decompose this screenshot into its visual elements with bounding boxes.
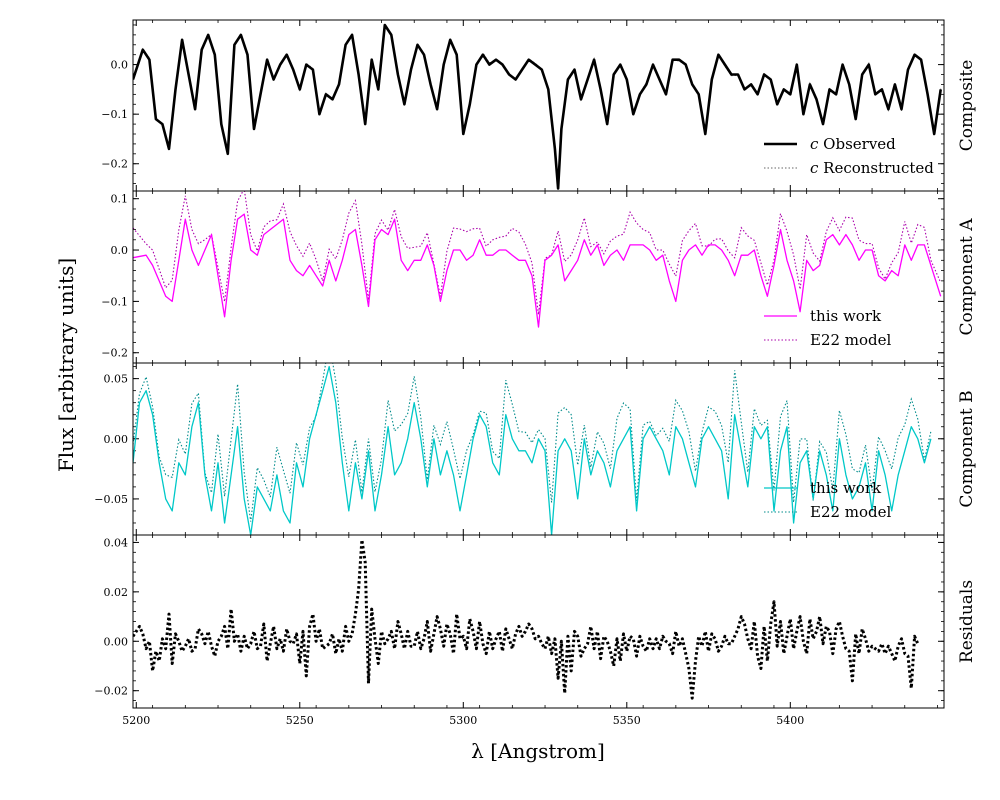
legend-component-b: this work E22 model: [764, 479, 892, 521]
x-tick-label: 5250: [286, 714, 314, 727]
panel-label-component-b: Component B: [957, 390, 977, 507]
y-tick-label: 0.1: [111, 193, 129, 206]
legend-text: Observed: [823, 135, 896, 153]
panel-component-b: 0.05 0.00 −0.05 this work E22 model Component…: [94, 362, 977, 536]
legend-label-e22-model: E22 model: [810, 331, 892, 349]
y-tick-label: 0.04: [104, 536, 129, 549]
y-tick-label: −0.1: [101, 108, 128, 121]
x-tick-label: 5300: [449, 714, 477, 727]
y-tick-label: 0.00: [104, 635, 129, 648]
x-tick-label: 5200: [122, 714, 150, 727]
y-tick-label: 0.02: [104, 586, 129, 599]
legend-prefix: c: [810, 159, 823, 177]
series-e22-model-line: [133, 191, 942, 315]
x-axis-title: λ [Angstrom]: [471, 739, 605, 763]
panel-label-composite: Composite: [957, 60, 977, 152]
y-tick-label: 0.0: [111, 244, 129, 257]
legend-label-c-observed: c Observed: [810, 135, 896, 153]
panel-component-a: 0.1 0.0 −0.1 −0.2 this work E22 model Componen…: [101, 190, 977, 364]
y-tick-label: 0.0: [111, 59, 129, 72]
y-tick-label: 0.00: [104, 433, 129, 446]
panel-frame: [132, 534, 945, 709]
series-this-work-line: [133, 213, 942, 328]
y-tick-label: −0.2: [101, 158, 128, 171]
legend-text: Reconstructed: [823, 159, 934, 177]
y-tick-label: −0.05: [94, 493, 128, 506]
legend-label-c-reconstructed: c Reconstructed: [810, 159, 934, 177]
legend-prefix: c: [810, 135, 823, 153]
y-tick-label: −0.1: [101, 295, 128, 308]
legend-component-a: this work E22 model: [764, 307, 892, 349]
legend-label-this-work: this work: [810, 479, 882, 497]
y-tick-label: 0.05: [104, 373, 129, 386]
series-c-observed-line: [133, 23, 942, 190]
x-tick-label: 5350: [613, 714, 641, 727]
legend-label-this-work: this work: [810, 307, 882, 325]
panel-label-component-a: Component A: [957, 218, 977, 336]
panel-residuals: 5200 5250 5300 5350 5400 0.04 0.02 0.00 −0.02 Res…: [94, 534, 977, 727]
series-this-work-line: [133, 365, 932, 535]
y-tick-label: −0.2: [101, 347, 128, 360]
x-tick-label: 5400: [776, 714, 804, 727]
legend-label-e22-model: E22 model: [810, 503, 892, 521]
series-residuals-line: [133, 538, 920, 700]
y-tick-label: −0.02: [94, 685, 128, 698]
y-axis-title: Flux [arbitrary units]: [54, 258, 78, 472]
panel-label-residuals: Residuals: [957, 580, 977, 663]
